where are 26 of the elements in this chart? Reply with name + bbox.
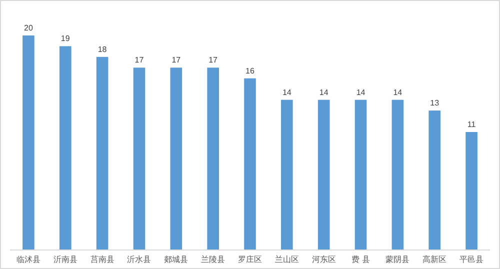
x-tick-label: 郯城县 xyxy=(164,255,188,264)
data-label: 14 xyxy=(319,88,329,97)
x-tick-label: 高新区 xyxy=(422,255,447,264)
data-label: 17 xyxy=(134,56,144,65)
x-tick-label: 临沭县 xyxy=(16,255,40,264)
data-label: 14 xyxy=(282,88,292,97)
data-label: 16 xyxy=(246,66,255,76)
x-tick-label: 费 县 xyxy=(351,255,370,264)
x-tick-label: 沂南县 xyxy=(53,255,78,264)
data-label: 18 xyxy=(98,44,108,54)
x-tick-label: 河东区 xyxy=(312,255,336,264)
data-label: 13 xyxy=(430,98,440,108)
x-tick-label: 莒南县 xyxy=(90,255,114,264)
x-tick-label: 罗庄区 xyxy=(238,255,262,264)
x-tick-label: 兰陵县 xyxy=(201,255,226,264)
data-label: 17 xyxy=(172,56,182,65)
x-tick-label: 蒙阴县 xyxy=(386,255,410,264)
data-label: 11 xyxy=(467,120,476,129)
x-tick-label: 兰山区 xyxy=(274,255,299,264)
x-tick-label: 平邑县 xyxy=(460,255,484,264)
data-label: 17 xyxy=(208,56,218,65)
data-label: 14 xyxy=(356,88,366,97)
data-label: 14 xyxy=(393,88,403,97)
x-tick-label: 沂水县 xyxy=(127,255,152,264)
data-label: 19 xyxy=(60,34,70,44)
data-label: 20 xyxy=(24,23,34,32)
